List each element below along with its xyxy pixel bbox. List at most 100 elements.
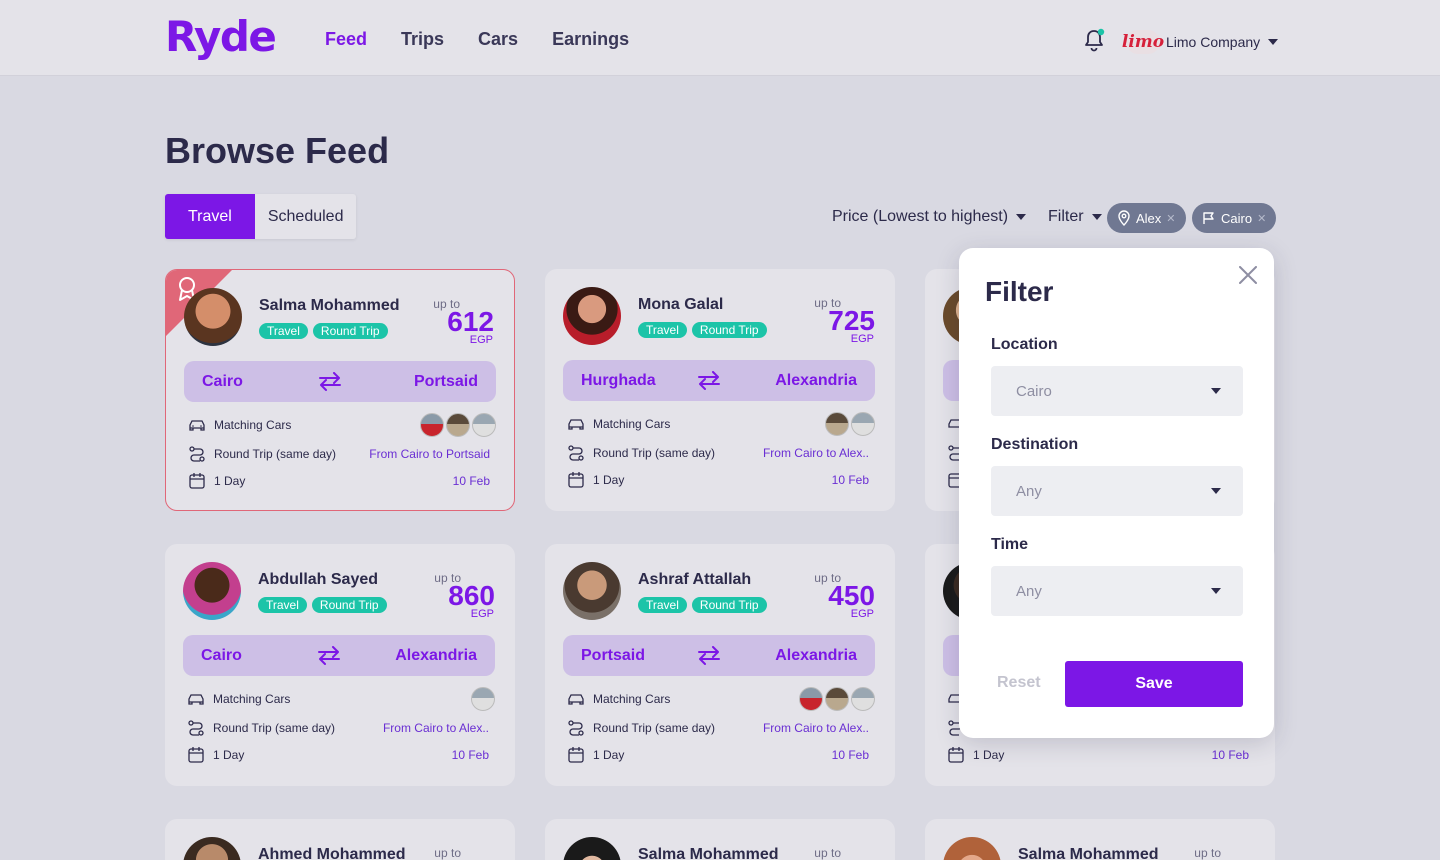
trip-card[interactable]: Abdullah Sayed Travel Round Trip up to 8…: [165, 544, 515, 786]
trip-description: From Cairo to Portsaid: [369, 447, 490, 461]
nav-trips[interactable]: Trips: [401, 29, 445, 49]
driver-name: Mona Galal: [638, 296, 724, 313]
car-thumbnail[interactable]: [825, 412, 849, 436]
car-icon: [568, 694, 584, 705]
chip-label: Alex: [1136, 210, 1162, 226]
time-select[interactable]: Any: [991, 566, 1243, 616]
route-icon: [568, 720, 584, 736]
filter-dropdown[interactable]: Filter: [1048, 208, 1102, 226]
swap-arrows-icon: [698, 646, 720, 665]
avatar: [943, 837, 1001, 860]
tab-scheduled[interactable]: Scheduled: [254, 194, 357, 239]
trip-type-label: Round Trip (same day): [214, 447, 337, 461]
car-thumbnail[interactable]: [472, 413, 496, 437]
up-to-label: up to: [814, 571, 841, 585]
trip-card[interactable]: Salma Mohammed Travel Round Trip up to 6…: [165, 269, 515, 511]
avatar: [183, 837, 241, 860]
trip-description: From Cairo to Alex..: [762, 446, 869, 460]
tag-round-trip: Round Trip: [312, 323, 388, 339]
filter-modal: Filter Location Cairo Destination Any Ti…: [959, 248, 1274, 738]
filter-chip-cairo[interactable]: Cairo ✕: [1192, 203, 1277, 233]
chevron-down-icon: [1091, 214, 1102, 220]
route-from: Cairo: [201, 647, 242, 664]
close-icon[interactable]: [1239, 266, 1257, 284]
duration-label: 1 Day: [593, 748, 625, 762]
trip-date: 10 Feb: [451, 748, 489, 762]
route-from: Cairo: [202, 373, 243, 390]
time-value: Any: [1016, 583, 1042, 600]
avatar: [563, 287, 621, 345]
destination-select[interactable]: Any: [991, 466, 1243, 516]
driver-name: Salma Mohammed: [638, 846, 779, 860]
sort-dropdown[interactable]: Price (Lowest to highest): [832, 208, 1027, 226]
route-icon: [568, 445, 584, 461]
duration-label: 1 Day: [593, 473, 625, 487]
matching-cars-row: Matching Cars: [567, 687, 875, 711]
trip-type-row: Round Trip (same day) From Cairo to Alex…: [187, 719, 495, 737]
up-to-label: up to: [1194, 846, 1221, 860]
location-select[interactable]: Cairo: [991, 366, 1243, 416]
trip-card[interactable]: Ashraf Attallah Travel Round Trip up to …: [545, 544, 895, 786]
driver-name: Salma Mohammed: [259, 297, 400, 314]
car-thumbnail[interactable]: [825, 687, 849, 711]
trip-type-label: Round Trip (same day): [213, 721, 336, 735]
car-thumbnail[interactable]: [851, 412, 875, 436]
swap-arrows-icon: [698, 371, 720, 390]
car-thumbnails: [799, 687, 875, 711]
up-to-label: up to: [434, 571, 461, 585]
route-icon: [189, 446, 205, 462]
car-thumbnail[interactable]: [446, 413, 470, 437]
trip-card[interactable]: Salma Mohammed up to: [925, 819, 1275, 860]
route-to: Alexandria: [395, 647, 477, 664]
trip-date: 10 Feb: [452, 474, 490, 488]
chip-label: Cairo: [1221, 210, 1253, 226]
car-thumbnail[interactable]: [471, 687, 495, 711]
filter-label: Filter: [1048, 208, 1084, 225]
trip-type-label: Round Trip (same day): [593, 721, 716, 735]
up-to-label: up to: [814, 846, 841, 860]
trip-card[interactable]: Ahmed Mohammed up to: [165, 819, 515, 860]
tag-round-trip: Round Trip: [691, 597, 767, 613]
tag-travel: Travel: [638, 322, 687, 338]
duration-row: 1 Day 10 Feb: [567, 471, 875, 489]
close-icon[interactable]: ✕: [1257, 212, 1267, 225]
tag-round-trip: Round Trip: [691, 322, 767, 338]
nav-earnings[interactable]: Earnings: [552, 29, 630, 49]
destination-label: Destination: [991, 436, 1079, 453]
close-icon[interactable]: ✕: [1166, 212, 1176, 225]
calendar-icon: [568, 747, 584, 763]
bell-icon[interactable]: [1083, 28, 1105, 52]
save-button[interactable]: Save: [1065, 661, 1243, 707]
trip-description: From Cairo to Alex..: [762, 721, 869, 735]
destination-value: Any: [1016, 483, 1042, 500]
filter-title: Filter: [985, 276, 1054, 307]
car-thumbnail[interactable]: [420, 413, 444, 437]
tab-travel[interactable]: Travel: [165, 194, 255, 239]
nav-cars[interactable]: Cars: [478, 29, 519, 49]
trip-card[interactable]: Salma Mohammed up to: [545, 819, 895, 860]
ryde-logo[interactable]: Ryde: [165, 12, 277, 61]
time-label: Time: [991, 536, 1029, 553]
swap-arrows-icon: [319, 372, 341, 391]
route-to: Portsaid: [413, 373, 478, 390]
car-icon: [188, 694, 204, 705]
trip-card[interactable]: Mona Galal Travel Round Trip up to 725 E…: [545, 269, 895, 511]
calendar-icon: [948, 747, 964, 763]
car-thumbnail[interactable]: [799, 687, 823, 711]
company-menu[interactable]: limo Limo Company: [1122, 30, 1279, 54]
trip-tags: Travel Round Trip: [259, 323, 388, 339]
calendar-icon: [189, 473, 205, 489]
car-thumbnail[interactable]: [851, 687, 875, 711]
filter-chip-alex[interactable]: Alex ✕: [1107, 203, 1186, 233]
avatar: [184, 288, 242, 346]
trip-type-row: Round Trip (same day) From Cairo to Alex…: [567, 444, 875, 462]
tag-travel: Travel: [259, 323, 308, 339]
up-to-label: up to: [434, 846, 461, 860]
top-navigation-bar: Ryde Feed Trips Cars Earnings limo Limo …: [0, 0, 1440, 76]
route-bar: Hurghada Alexandria: [563, 360, 875, 401]
calendar-icon: [568, 472, 584, 488]
duration-label: 1 Day: [973, 748, 1005, 762]
reset-button[interactable]: Reset: [997, 674, 1041, 691]
nav-feed[interactable]: Feed: [325, 29, 368, 49]
trip-date: 10 Feb: [831, 473, 869, 487]
